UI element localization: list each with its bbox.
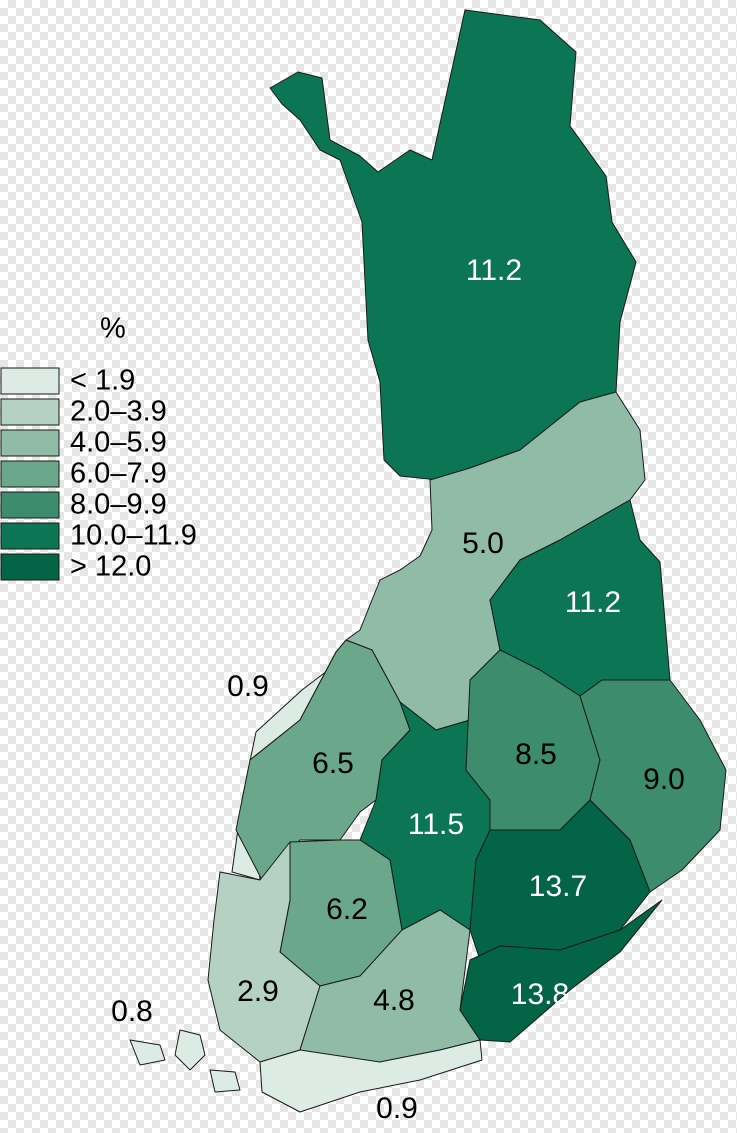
legend-swatch <box>0 491 60 519</box>
region-label: 9.0 <box>643 763 685 796</box>
region <box>174 1029 206 1071</box>
regions <box>129 9 727 1113</box>
region-label: 11.5 <box>408 808 464 841</box>
legend-label: 10.0–11.9 <box>70 520 197 552</box>
region <box>459 899 663 1043</box>
region-label: 8.5 <box>515 738 557 771</box>
legend-swatch <box>0 367 60 395</box>
region-label: 4.8 <box>373 984 415 1017</box>
region-label: 6.5 <box>312 747 354 780</box>
legend-swatch <box>0 553 60 581</box>
legend-label: 2.0–3.9 <box>70 396 167 428</box>
legend-swatch <box>0 398 60 426</box>
legend-swatch <box>0 522 60 550</box>
region-label: 2.9 <box>237 975 279 1008</box>
legend-swatch <box>0 429 60 457</box>
region <box>259 1039 483 1113</box>
region <box>129 1039 166 1066</box>
legend: % < 1.92.0–3.94.0–5.96.0–7.98.0–9.910.0–… <box>0 313 197 583</box>
region-label: 0.9 <box>227 670 269 703</box>
region-label: 13.8 <box>511 978 569 1011</box>
region-label: 11.2 <box>565 586 621 619</box>
legend-swatch <box>0 460 60 488</box>
legend-label: 4.0–5.9 <box>70 427 167 459</box>
region-label: 11.2 <box>466 254 522 287</box>
region <box>269 9 637 481</box>
legend-label: 8.0–9.9 <box>70 489 167 521</box>
region-label: 6.2 <box>326 893 368 926</box>
region-label: 5.0 <box>462 527 504 560</box>
legend-label: < 1.9 <box>70 365 135 397</box>
legend-label: 6.0–7.9 <box>70 458 167 490</box>
region-label: 0.9 <box>376 1092 418 1125</box>
region <box>209 1069 241 1093</box>
legend-title: % <box>100 313 126 345</box>
region-labels: 11.2 5.0 11.2 0.9 6.5 11.5 8.5 9.0 13.7 … <box>111 254 685 1125</box>
region-label: 13.7 <box>529 870 587 903</box>
legend-label: > 12.0 <box>70 551 151 583</box>
region-label: 0.8 <box>111 995 153 1028</box>
